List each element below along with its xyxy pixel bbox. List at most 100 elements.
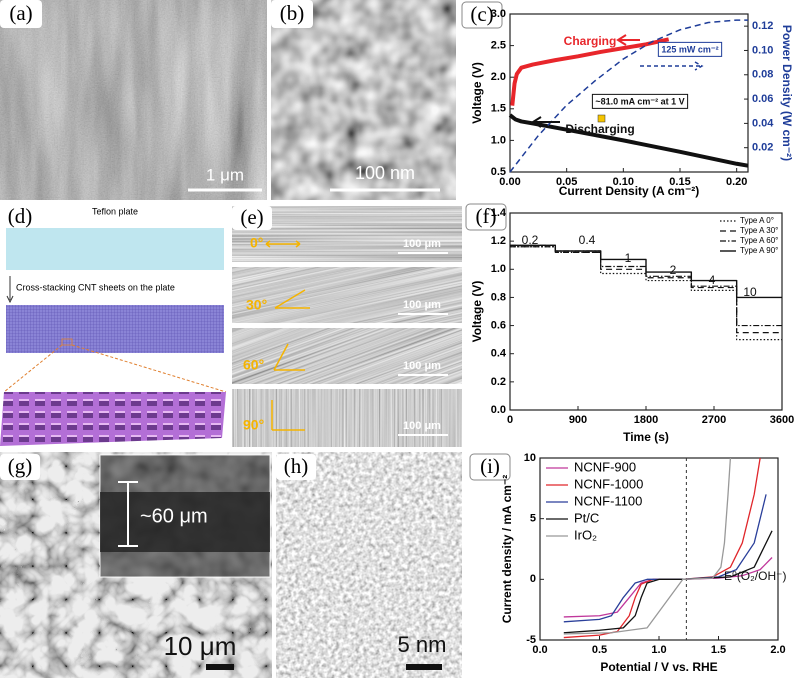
arrow-head: [6, 295, 14, 304]
scale-bar: [206, 664, 234, 670]
y-tick-label: 0.2: [491, 376, 506, 388]
y-tick-label: 1.4: [491, 207, 507, 219]
annotation-box: [591, 93, 689, 109]
panel-label: (b): [280, 1, 305, 25]
legend-label: NCNF-900: [574, 459, 636, 474]
y2-tick-label: 0.04: [752, 117, 774, 129]
y-axis-label: Voltage (V): [470, 62, 484, 124]
angle-marks: [265, 240, 310, 431]
scale-label: 100 μm: [403, 420, 441, 432]
legend-label: Pt/C: [574, 510, 599, 525]
legend-label: Type A 0°: [740, 216, 774, 225]
scale-label: 100 μm: [403, 299, 441, 311]
x-tick-label: 0.10: [613, 176, 634, 188]
scale-label: 100 nm: [355, 163, 415, 183]
series-line: [563, 457, 732, 635]
panel-d: (d) Teflon plate Cross-stacking CNT shee…: [0, 204, 227, 446]
annotation-box: [657, 41, 723, 57]
arrow: [531, 116, 560, 128]
x-tick-label: 0.0: [532, 644, 547, 656]
series-line: [563, 530, 773, 634]
y-tick-label: -5: [526, 634, 536, 646]
y2-tick-label: 0.12: [752, 20, 773, 32]
panel-label: (e): [240, 205, 263, 229]
cnt-sheets: [6, 305, 224, 353]
plot-frame: [509, 13, 749, 173]
panel-label: (h): [284, 454, 309, 478]
angle-label: 60°: [243, 357, 264, 373]
label-box: [271, 0, 313, 28]
panel-b: (b) 100 nm: [271, 0, 456, 200]
panel-label: (g): [8, 454, 33, 478]
panel-label: (c): [470, 2, 493, 26]
y-axis-label: Voltage (V): [470, 281, 484, 343]
annotation: E⁰(O₂/OH⁻): [724, 569, 786, 583]
y-tick-label: 0.8: [491, 291, 506, 303]
y-tick-label: 0: [530, 573, 536, 585]
scale-label: 1 μm: [206, 165, 244, 184]
x-tick-label: 900: [569, 414, 587, 426]
series-line: [563, 494, 767, 623]
arrow: [640, 61, 704, 71]
x-tick-label: 1.0: [651, 644, 666, 656]
legend-label: NCNF-1000: [574, 476, 643, 491]
y-tick-label: 1.0: [491, 263, 506, 275]
panel-label: (i): [480, 454, 500, 478]
y-tick-label: 0.6: [491, 319, 506, 331]
series-line: [508, 113, 749, 168]
plot-frame: [539, 457, 779, 641]
y-tick-label: 0.0: [491, 404, 506, 416]
y-tick-label: 1.2: [491, 235, 506, 247]
y-tick-label: 2.0: [491, 71, 506, 83]
panel-h: (h) 5 nm: [276, 452, 462, 678]
y2-tick-label: 0.06: [752, 93, 773, 105]
annotation: 0.4: [579, 233, 596, 247]
zoom-lines: [3, 344, 227, 393]
panel-label: (f): [476, 204, 497, 228]
y-tick-label: 5: [530, 513, 536, 525]
x-tick-label: 0.15: [669, 176, 690, 188]
panel-label: (d): [8, 204, 33, 228]
legend-label: IrO₂: [574, 527, 597, 542]
scale-label: 100 μm: [403, 360, 441, 372]
y2-tick-label: 0.08: [752, 69, 773, 81]
legend-label: Type A 90°: [740, 246, 778, 255]
y-tick-label: 3.0: [491, 8, 506, 20]
thickness-arrow: [118, 481, 138, 547]
tem-texture: [271, 0, 456, 200]
y-tick-label: 10: [524, 452, 536, 464]
x-tick-label: 0: [507, 414, 513, 426]
scale-bar: [406, 664, 442, 670]
scale-label: 10 μm: [164, 631, 237, 661]
y-tick-label: 0.5: [491, 166, 506, 178]
x-axis-label: Time (s): [623, 430, 669, 444]
x-tick-label: 1.5: [711, 644, 726, 656]
x-tick-label: 0.5: [592, 644, 607, 656]
annotation: 0.2: [522, 233, 539, 247]
annotation: 2: [670, 263, 677, 277]
marker: [597, 114, 606, 123]
chart: 0 900 1800 2700 3600 0.0 0.2 0.4 0.6 0.8 1.0 1.2 1.4…: [470, 207, 794, 444]
cnt-mesh-3d: [0, 392, 226, 446]
x-tick-label: 0.05: [556, 176, 577, 188]
annotation: 4: [709, 273, 716, 287]
x-tick-label: 2.0: [770, 644, 785, 656]
y2-axis-label: Power Density (W cm⁻²): [780, 25, 794, 161]
zoom-box: [61, 338, 73, 346]
scale-label: 5 nm: [398, 632, 447, 657]
x-tick-label: 0.20: [726, 176, 747, 188]
x-tick-label: 2700: [702, 414, 726, 426]
chart: 0.0 0.5 1.0 1.5 2.0 -5 0 5 10 Potential / V vs. R…: [500, 452, 786, 674]
y-tick-label: 1.5: [491, 103, 506, 115]
chart: 0.00 0.05 0.10 0.15 0.20 0.5 1.0 1.5 2.0 2.5 3.0 0.…: [470, 8, 794, 198]
y-tick-label: 1.0: [491, 134, 506, 146]
legend-label: Type A 60°: [740, 236, 778, 245]
angle-label: 0°: [250, 235, 263, 251]
x-axis-label: Potential / V vs. RHE: [600, 660, 717, 674]
tem-texture: [276, 452, 462, 678]
annotation: 10: [743, 285, 757, 299]
x-axis-label: Current Density (A cm⁻²): [559, 184, 700, 198]
annotation: 125 mW cm⁻²: [661, 44, 718, 54]
panel-a: (a) 1 μm: [0, 0, 267, 200]
